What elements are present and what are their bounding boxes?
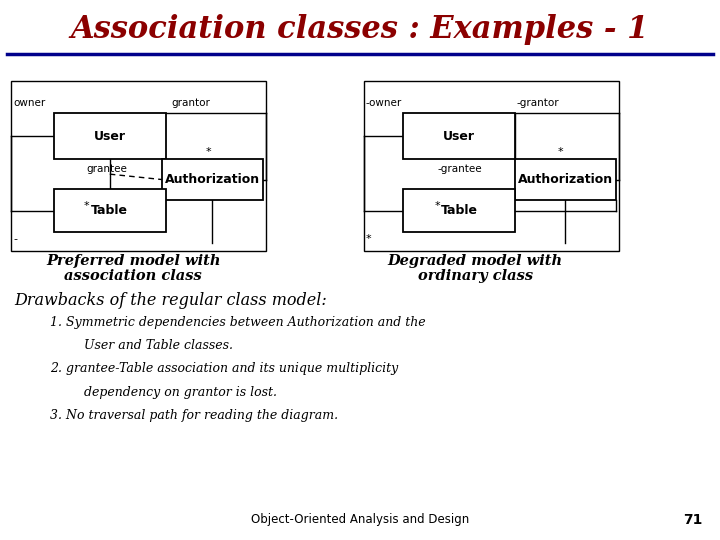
Text: 3. No traversal path for reading the diagram.: 3. No traversal path for reading the dia… <box>50 409 338 422</box>
Text: Table: Table <box>441 204 477 217</box>
Text: 71: 71 <box>683 512 702 526</box>
Text: 2. grantee-Table association and its unique multiplicity: 2. grantee-Table association and its uni… <box>50 362 399 375</box>
Text: 1. Symmetric dependencies between Authorization and the: 1. Symmetric dependencies between Author… <box>50 316 426 329</box>
Text: *: * <box>206 147 212 157</box>
Text: Authorization: Authorization <box>165 173 260 186</box>
Bar <box>403 113 515 159</box>
Text: User: User <box>94 130 126 143</box>
Text: -owner: -owner <box>366 98 402 108</box>
Text: Drawbacks of the regular class model:: Drawbacks of the regular class model: <box>14 292 327 308</box>
Text: Association classes : Examples - 1: Association classes : Examples - 1 <box>71 14 649 45</box>
Text: Degraded model with: Degraded model with <box>387 254 563 268</box>
Text: Object-Oriented Analysis and Design: Object-Oriented Analysis and Design <box>251 514 469 526</box>
Text: *: * <box>84 201 89 211</box>
Text: Table: Table <box>91 204 128 217</box>
Text: -grantee: -grantee <box>438 164 482 174</box>
Bar <box>403 189 515 232</box>
Bar <box>364 81 619 251</box>
Text: -: - <box>13 234 17 244</box>
Text: association class: association class <box>64 269 202 283</box>
Bar <box>11 81 266 251</box>
Bar <box>515 159 616 200</box>
Text: Preferred model with: Preferred model with <box>46 254 220 268</box>
Text: dependency on grantor is lost.: dependency on grantor is lost. <box>72 386 277 399</box>
Bar <box>54 189 166 232</box>
Text: grantee: grantee <box>86 164 127 174</box>
Text: User: User <box>443 130 475 143</box>
Text: Authorization: Authorization <box>518 173 613 186</box>
Text: *: * <box>557 147 563 157</box>
Text: User and Table classes.: User and Table classes. <box>72 339 233 352</box>
Text: *: * <box>435 201 441 211</box>
Text: -grantor: -grantor <box>517 98 559 108</box>
Text: owner: owner <box>13 98 45 108</box>
Bar <box>54 113 166 159</box>
Text: *: * <box>366 234 372 244</box>
Bar <box>162 159 263 200</box>
Text: grantor: grantor <box>171 98 210 108</box>
Text: ordinary class: ordinary class <box>418 269 533 283</box>
